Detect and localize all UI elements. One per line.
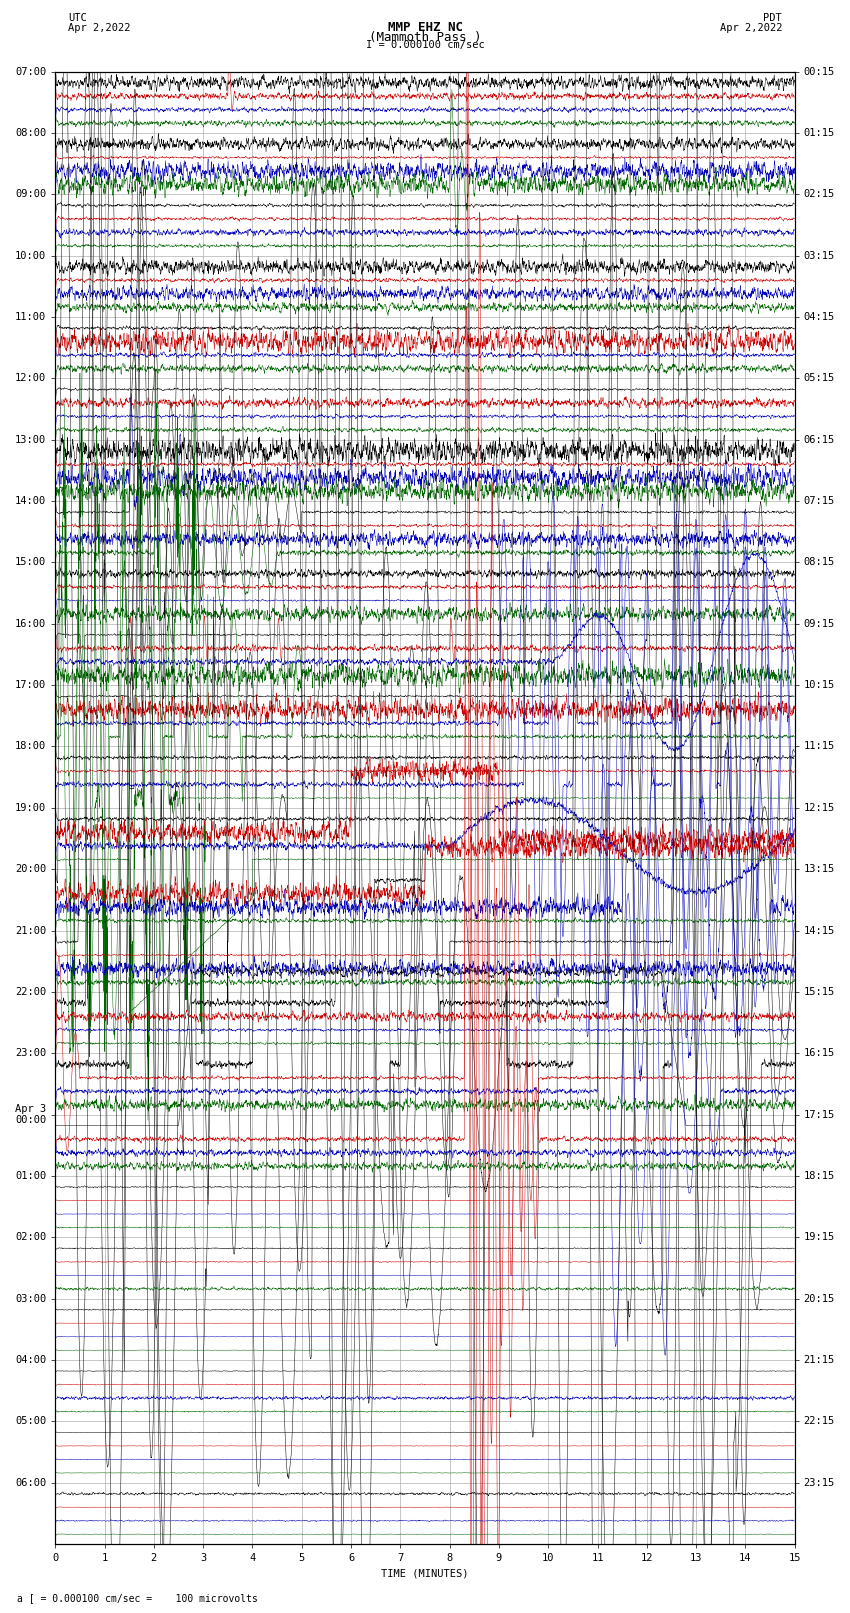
Text: MMP EHZ NC: MMP EHZ NC bbox=[388, 21, 462, 34]
Text: I = 0.000100 cm/sec: I = 0.000100 cm/sec bbox=[366, 40, 484, 50]
Text: UTC: UTC bbox=[68, 13, 87, 23]
Text: Apr 2,2022: Apr 2,2022 bbox=[68, 23, 131, 32]
Text: PDT: PDT bbox=[763, 13, 782, 23]
Text: Apr 2,2022: Apr 2,2022 bbox=[719, 23, 782, 32]
X-axis label: TIME (MINUTES): TIME (MINUTES) bbox=[382, 1569, 468, 1579]
Text: (Mammoth Pass ): (Mammoth Pass ) bbox=[369, 31, 481, 44]
Text: a [ = 0.000100 cm/sec =    100 microvolts: a [ = 0.000100 cm/sec = 100 microvolts bbox=[17, 1594, 258, 1603]
